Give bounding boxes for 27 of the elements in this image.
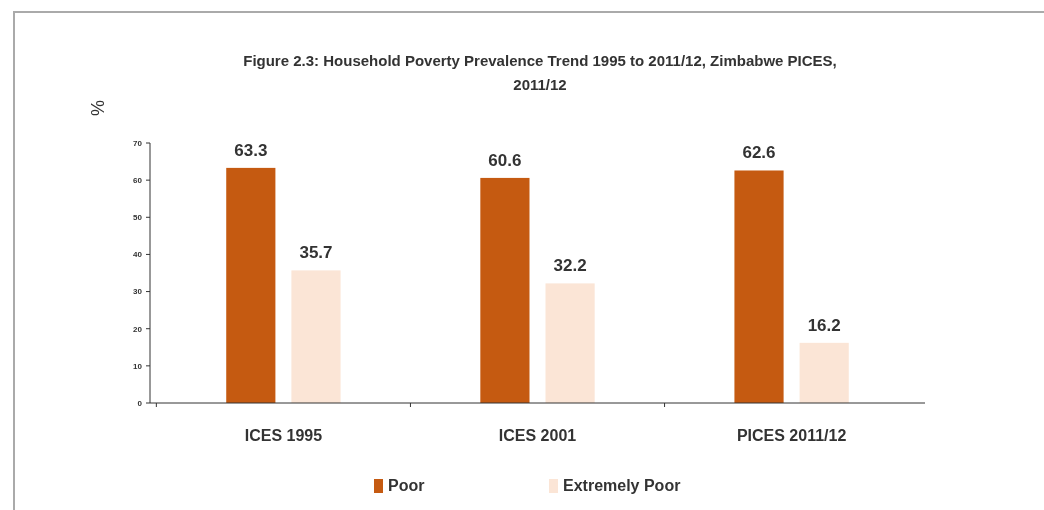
bar	[799, 342, 849, 403]
bar	[480, 177, 530, 403]
data-label: 32.2	[553, 256, 587, 276]
x-tick-label: PICES 2011/12	[736, 427, 847, 444]
y-axis-title: %	[88, 99, 108, 117]
bar	[545, 283, 595, 403]
data-label: 63.3	[234, 140, 268, 160]
bar	[226, 167, 276, 403]
chart-title: Figure 2.3: Household Poverty Prevalence Trend 1995 to 2011/12, Zimbabwe PICES, 2011/12	[243, 52, 837, 93]
y-tick-label: 30	[133, 287, 143, 297]
legend-label: Poor	[388, 477, 425, 494]
y-tick-label: 70	[133, 138, 143, 148]
x-tick-label: ICES 1995	[244, 427, 323, 444]
y-tick-label: 50	[133, 213, 143, 223]
data-label: 16.2	[807, 315, 841, 335]
bar	[734, 170, 784, 403]
y-tick-label: 10	[133, 361, 143, 371]
y-tick-label: 0	[137, 398, 143, 408]
data-label: 62.6	[742, 143, 776, 163]
y-tick-label: 20	[133, 324, 143, 334]
legend-label: Extremely Poor	[563, 477, 681, 494]
x-tick-label: ICES 2001	[498, 427, 577, 444]
y-tick-label: 40	[133, 250, 143, 260]
data-label: 35.7	[299, 243, 333, 263]
data-label: 60.6	[488, 150, 522, 170]
y-tick-label: 60	[133, 175, 143, 185]
bar	[291, 270, 341, 403]
